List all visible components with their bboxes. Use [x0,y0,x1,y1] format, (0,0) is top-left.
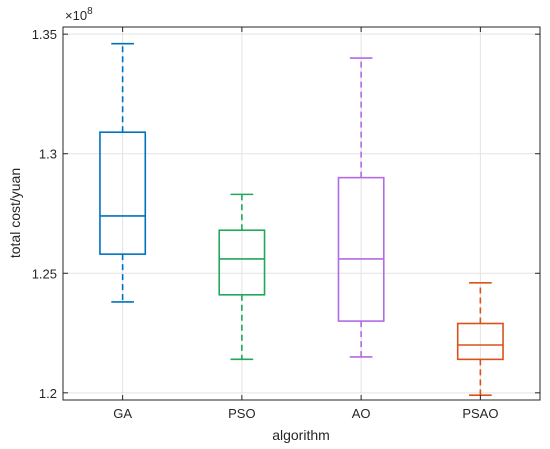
x-axis-label: algorithm [272,427,330,443]
box-ao [337,57,385,358]
y-tick-label: 1.35 [32,27,57,42]
iqr-box [99,131,147,255]
plot-frame [62,26,541,401]
y-axis-label: total cost/yuan [7,168,23,258]
y-tick-label: 1.2 [39,386,57,401]
plot-area [63,27,540,400]
box-series [99,42,504,397]
x-tick-label: PSO [228,406,255,421]
x-tick-label: AO [352,406,371,421]
box-pso [218,193,266,361]
axes: 1.2 1.25 1.3 1.35 GA PSO AO PSAO [32,27,540,421]
x-tick-label: GA [113,406,132,421]
y-tick-label: 1.25 [32,266,57,281]
iqr-box [337,176,385,322]
iqr-box [218,229,266,296]
x-tick-label: PSAO [462,406,498,421]
iqr-box [456,322,504,361]
y-axis-exponent: ×108 [65,6,93,23]
y-tick-label: 1.3 [39,147,57,162]
box-ga [99,42,147,303]
